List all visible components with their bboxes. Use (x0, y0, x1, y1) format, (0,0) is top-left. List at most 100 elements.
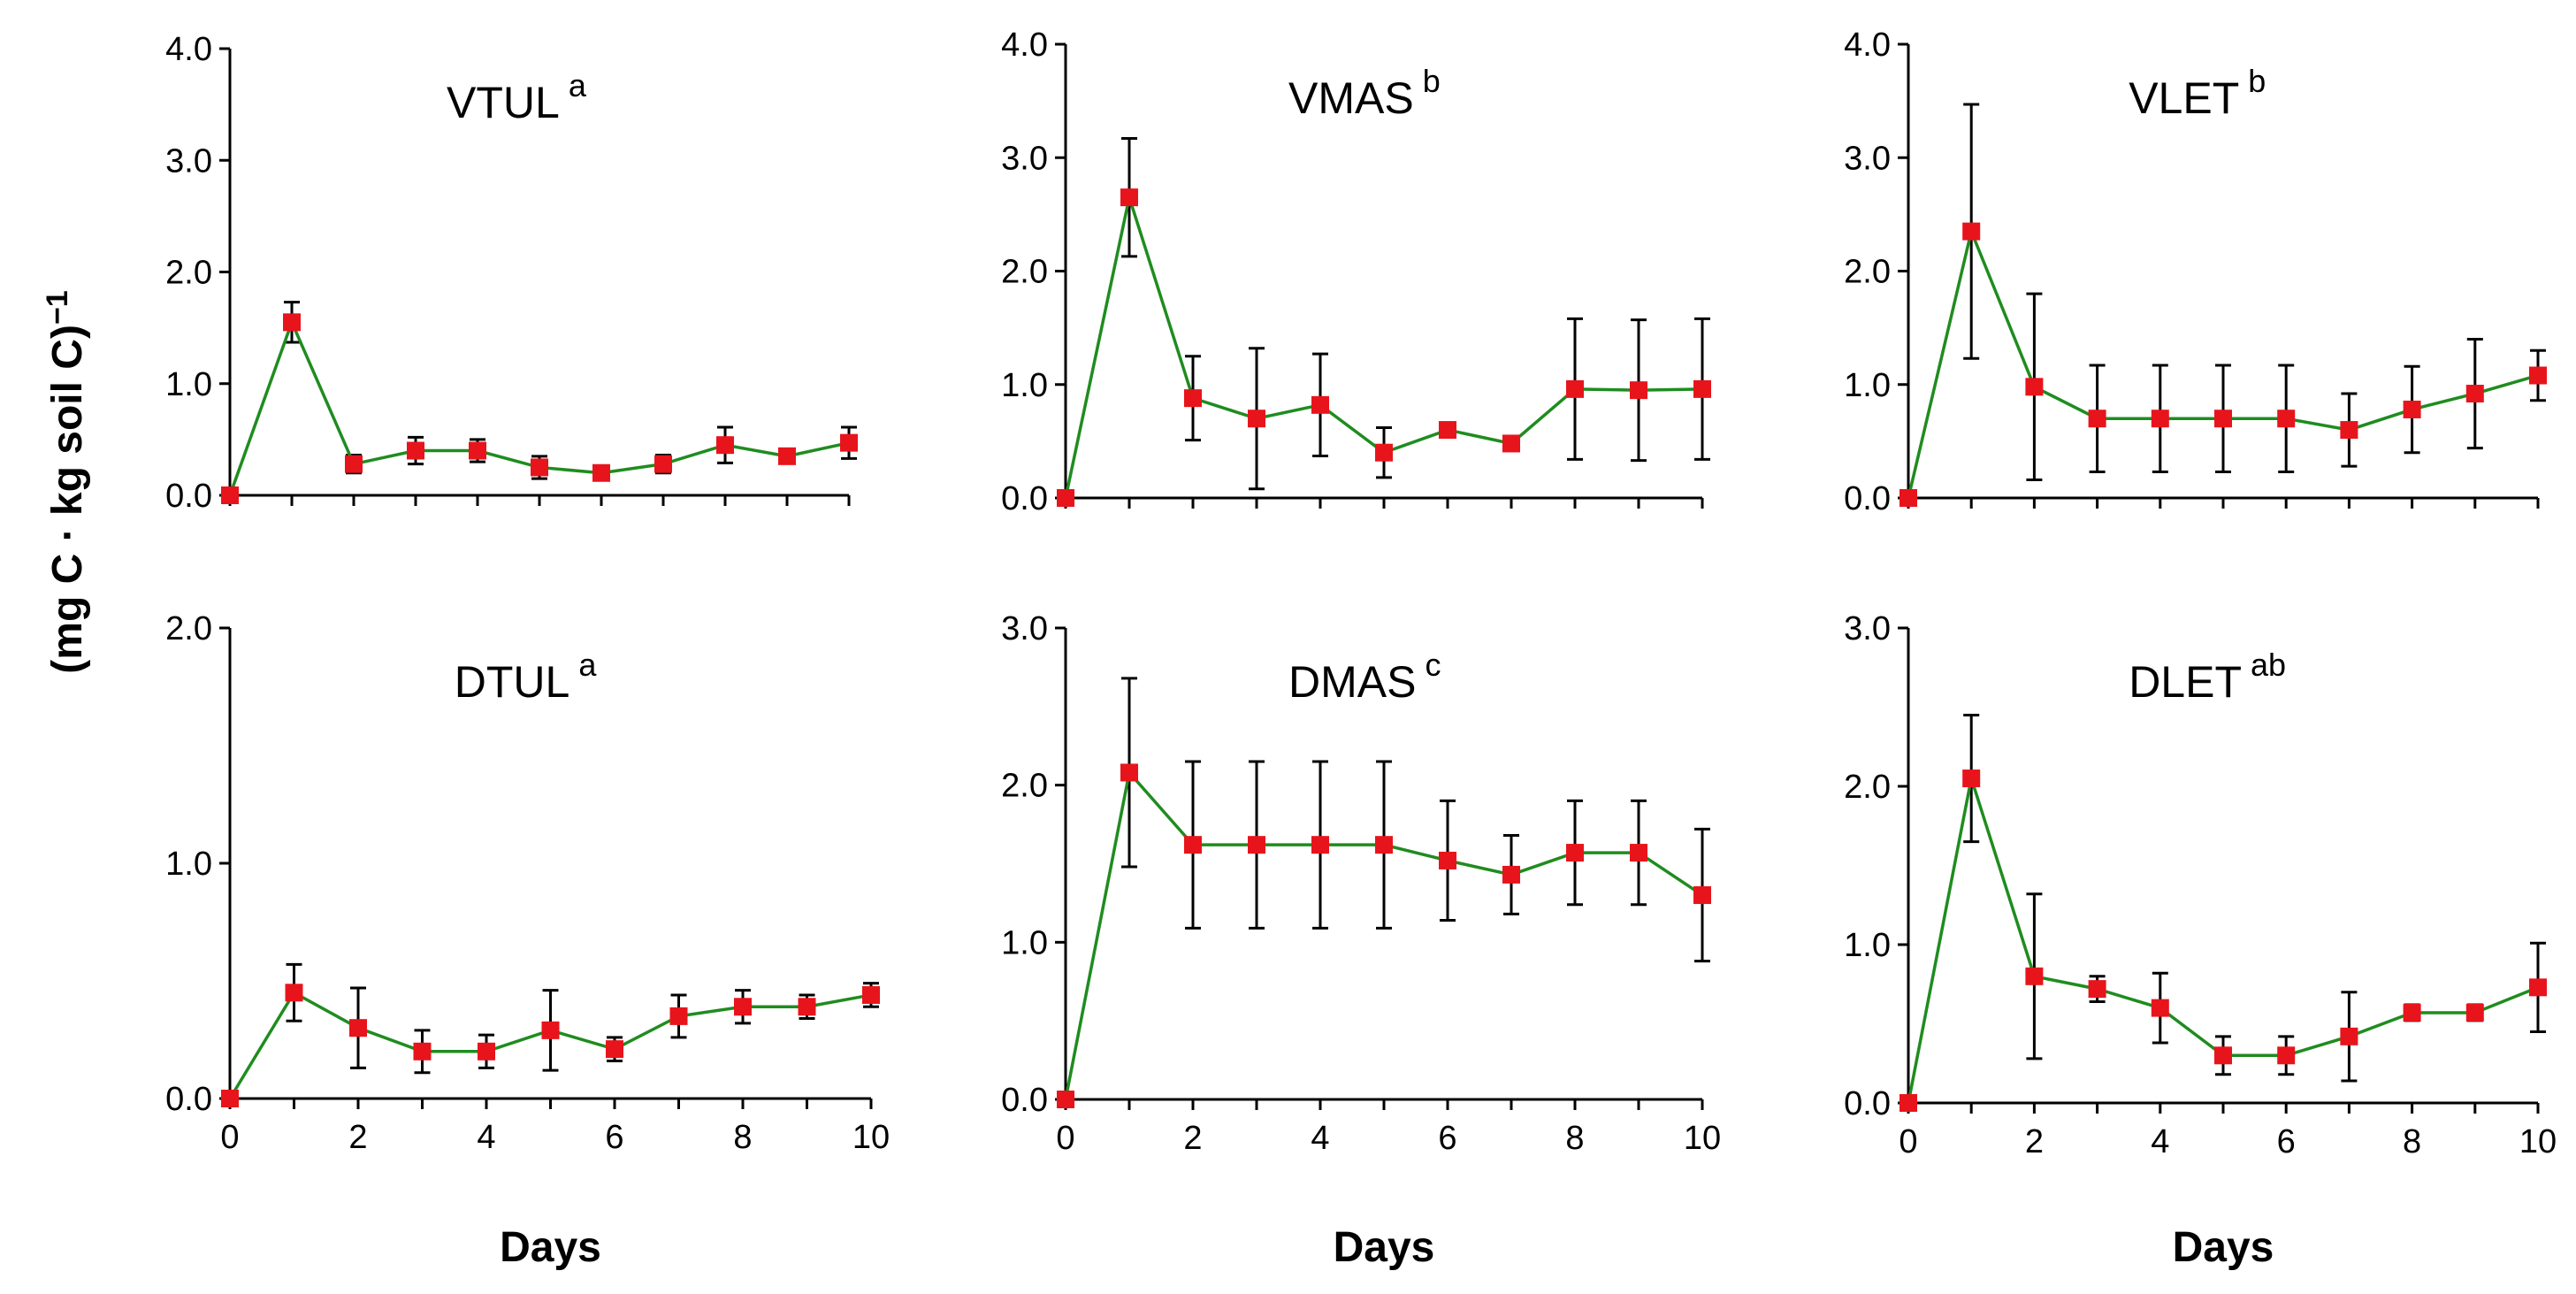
panel-vlet: 0.0 1.0 2.0 3.0 4.0 VLET b (1844, 27, 2547, 517)
y-tick-label: 1.0 (1844, 927, 1891, 964)
data-point (1962, 222, 1981, 241)
data-point (592, 463, 610, 482)
panel-vmas: 0.0 1.0 2.0 3.0 4.0 VMAS b (1001, 27, 1711, 517)
y-tick-label: 3.0 (1001, 140, 1048, 177)
y-tick-label: 0.0 (165, 1081, 212, 1118)
panel-title-superscript: b (1423, 63, 1441, 99)
data-point (349, 1019, 367, 1037)
data-point (1502, 434, 1520, 453)
data-point (840, 433, 858, 452)
data-point (1962, 770, 1981, 788)
x-tick-label: 10 (1684, 1120, 1721, 1157)
x-tick-label: 2 (1183, 1120, 1202, 1157)
y-tick-label: 2.0 (1844, 769, 1891, 806)
y-tick-label: 0.0 (1001, 1082, 1048, 1119)
data-point (2025, 967, 2044, 985)
y-tick-label: 2.0 (165, 610, 212, 647)
x-tick-label: 6 (1438, 1120, 1456, 1157)
data-point (221, 1090, 239, 1107)
y-tick-label: 3.0 (1844, 140, 1891, 177)
data-point (778, 447, 796, 465)
panel-title-text: DMAS (1288, 657, 1416, 707)
data-point (1248, 836, 1265, 854)
panel-title: DMAS c (1288, 647, 1441, 707)
data-point (2277, 1046, 2296, 1065)
data-point (2340, 1027, 2358, 1045)
panel-title-superscript: b (2248, 63, 2266, 99)
panel-title-superscript: c (1425, 647, 1441, 683)
y-tick-label: 0.0 (1001, 480, 1048, 517)
data-point (606, 1040, 623, 1059)
y-axis-label: (mg C · kg soil C)−1 (41, 290, 91, 673)
data-point (1248, 410, 1265, 428)
data-point (1375, 443, 1393, 462)
data-point (1900, 489, 1917, 507)
data-point (669, 1007, 688, 1025)
x-tick-label: 4 (2151, 1123, 2169, 1160)
x-tick-label: 2 (2025, 1123, 2044, 1160)
y-tick-label: 2.0 (1844, 254, 1891, 291)
y-tick-label: 0.0 (1844, 480, 1891, 517)
y-axis-label-text: (mg C · kg soil C) (44, 325, 91, 674)
data-point (2151, 410, 2169, 428)
panel-dtul: 0.0 1.0 2.0 0 2 4 6 8 10 Days DTUL a (165, 610, 890, 1271)
data-point (2151, 999, 2169, 1017)
x-tick-label: 8 (733, 1119, 752, 1156)
y-tick-label: 0.0 (165, 478, 212, 515)
data-point (2277, 410, 2296, 428)
y-tick-label: 1.0 (1844, 367, 1891, 404)
x-tick-label: 0 (1056, 1120, 1074, 1157)
panel-title-text: DTUL (455, 657, 570, 707)
x-tick-label: 4 (1311, 1120, 1329, 1157)
data-point (1311, 395, 1329, 414)
x-tick-label: 6 (605, 1119, 623, 1156)
data-point (1184, 836, 1202, 854)
data-point (2340, 421, 2358, 440)
y-tick-label: 2.0 (165, 255, 212, 292)
y-tick-label: 3.0 (165, 142, 212, 180)
x-tick-label: 10 (2519, 1123, 2557, 1160)
y-tick-label: 4.0 (1001, 27, 1048, 64)
data-point (2465, 385, 2484, 403)
data-point (1693, 886, 1711, 905)
x-axis-label: Days (2173, 1224, 2274, 1271)
x-tick-label: 0 (220, 1119, 239, 1156)
x-tick-label: 2 (348, 1119, 367, 1156)
x-axis-label: Days (500, 1224, 601, 1271)
y-tick-label: 4.0 (165, 31, 212, 68)
panel-title-text: VMAS (1288, 73, 1414, 123)
x-tick-label: 10 (852, 1119, 890, 1156)
x-tick-label: 4 (477, 1119, 495, 1156)
panel-title-text: DLET (2129, 657, 2242, 707)
data-point (221, 486, 239, 504)
data-point (407, 441, 424, 460)
y-axis-label-exponent: −1 (41, 290, 74, 325)
data-point (1502, 865, 1520, 884)
data-point (2214, 1046, 2232, 1065)
data-point (1439, 421, 1456, 440)
y-tick-label: 0.0 (1844, 1085, 1891, 1122)
data-point (716, 436, 734, 455)
panel-title-superscript: ab (2251, 647, 2286, 683)
panel-title: VLET b (2129, 63, 2266, 123)
data-point (285, 984, 303, 1002)
data-point (654, 455, 672, 473)
data-point (541, 1021, 560, 1039)
panel-title-text: VTUL (447, 78, 560, 127)
panel-title-superscript: a (578, 647, 597, 683)
data-point (2403, 400, 2421, 418)
data-point (469, 441, 486, 460)
x-axis-label: Days (1334, 1224, 1435, 1271)
panel-title: DTUL a (455, 647, 598, 707)
data-point (798, 998, 816, 1016)
y-tick-label: 3.0 (1001, 610, 1048, 647)
data-point (2088, 980, 2106, 999)
panel-title: VTUL a (447, 67, 587, 127)
y-tick-label: 4.0 (1844, 27, 1891, 64)
data-point (1057, 1091, 1074, 1108)
y-tick-label: 1.0 (1001, 367, 1048, 404)
panel-title: VMAS b (1288, 63, 1441, 123)
data-point (478, 1042, 495, 1060)
